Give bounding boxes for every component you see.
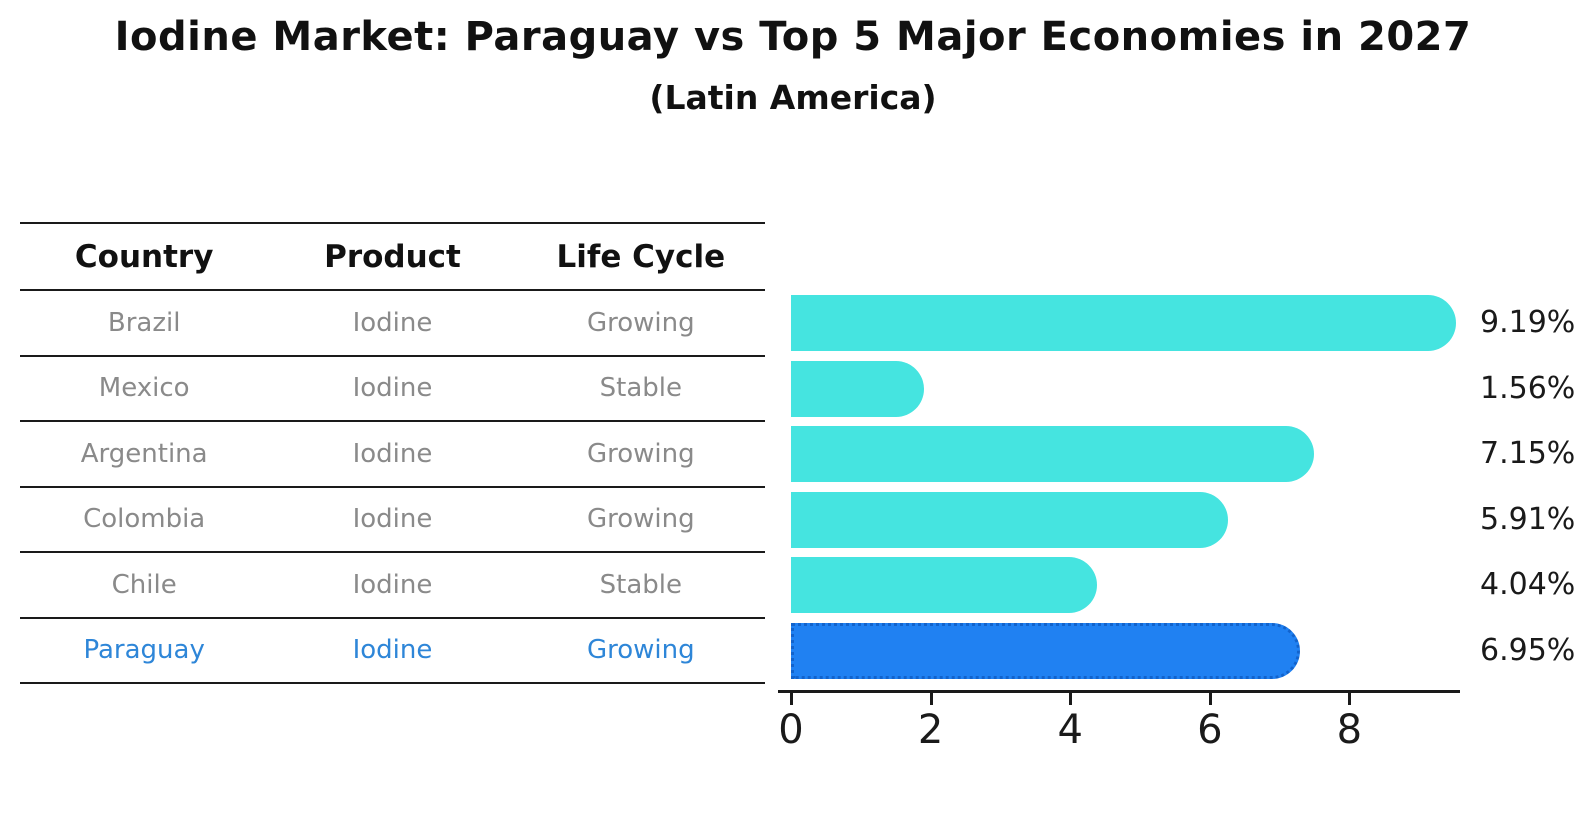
bar-row-mexico [791, 360, 924, 417]
bar-row-argentina [791, 426, 1315, 482]
cell-product: Iodine [352, 307, 433, 338]
x-axis: 0 2 4 6 8 [778, 690, 1460, 753]
cell-country: Argentina [80, 438, 208, 469]
tick-mark [1208, 693, 1212, 705]
column-header-product: Product [324, 238, 461, 275]
value-label-column: 9.19% 1.56% 7.15% 5.91% 4.04% 6.95% [1480, 295, 1586, 688]
chart-title: Iodine Market: Paraguay vs Top 5 Major E… [114, 14, 1472, 60]
value-label-chile: 4.04% [1480, 567, 1576, 602]
bar-row-paraguay [791, 622, 1301, 679]
column-header-country: Country [74, 238, 214, 275]
cell-country: Brazil [107, 307, 181, 338]
table-row-colombia: Colombia Iodine Growing [20, 488, 765, 553]
bar-colombia [791, 491, 1228, 548]
tick-mark [1348, 693, 1352, 705]
cell-life-cycle: Growing [586, 635, 695, 666]
tick-label: 2 [917, 707, 944, 753]
bar-plot-area [791, 295, 1491, 688]
bar-mexico [791, 360, 924, 417]
cell-life-cycle: Growing [586, 307, 695, 338]
cell-country: Paraguay [83, 635, 205, 666]
table-row-chile: Chile Iodine Stable [20, 553, 765, 619]
table-row-paraguay: Paraguay Iodine Growing [20, 619, 765, 684]
cell-country: Chile [111, 569, 177, 600]
country-table: Country Product Life Cycle Brazil Iodine… [20, 222, 765, 684]
cell-product: Iodine [352, 569, 433, 600]
bar-brazil [791, 295, 1457, 351]
tick-label: 6 [1197, 707, 1223, 753]
cell-country: Mexico [98, 373, 190, 404]
cell-product: Iodine [352, 635, 433, 666]
value-label-paraguay: 6.95% [1480, 632, 1576, 668]
column-header-lifecycle: Life Cycle [556, 238, 726, 275]
cell-life-cycle: Growing [586, 438, 695, 469]
tick-mark [929, 693, 933, 705]
cell-country: Colombia [83, 504, 206, 535]
bar-paraguay [791, 622, 1301, 679]
bar-row-chile [791, 557, 1097, 613]
table-row-brazil: Brazil Iodine Growing [20, 291, 765, 357]
tick-mark [1069, 693, 1073, 705]
table-row-mexico: Mexico Iodine Stable [20, 357, 765, 422]
chart-subtitle: (Latin America) [649, 78, 937, 117]
bar-row-colombia [791, 491, 1228, 548]
cell-life-cycle: Growing [586, 504, 695, 535]
bar-row-brazil [791, 295, 1457, 351]
tick-label: 0 [778, 707, 804, 753]
cell-product: Iodine [352, 438, 433, 469]
cell-product: Iodine [352, 504, 433, 535]
table-row-argentina: Argentina Iodine Growing [20, 422, 765, 488]
value-label-colombia: 5.91% [1480, 501, 1576, 537]
cell-life-cycle: Stable [599, 373, 682, 404]
cell-product: Iodine [352, 373, 433, 404]
tick-label: 4 [1057, 707, 1083, 753]
table-header-row: Country Product Life Cycle [20, 224, 765, 291]
cell-life-cycle: Stable [599, 569, 682, 600]
value-label-argentina: 7.15% [1480, 436, 1576, 471]
value-label-mexico: 1.56% [1480, 370, 1576, 406]
value-label-brazil: 9.19% [1480, 305, 1576, 340]
tick-mark [790, 693, 793, 705]
bar-argentina [791, 426, 1315, 482]
bar-chile [791, 557, 1097, 613]
tick-label: 8 [1336, 707, 1363, 753]
